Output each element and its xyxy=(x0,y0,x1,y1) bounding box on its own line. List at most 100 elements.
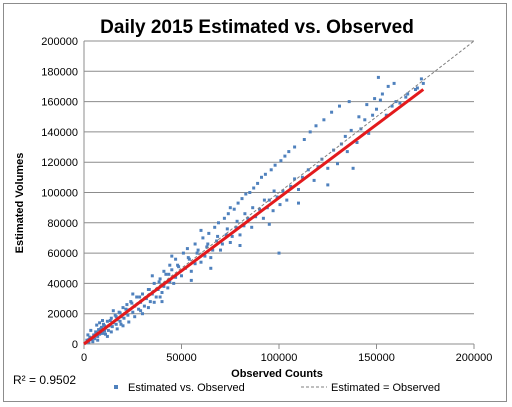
data-point-37 xyxy=(137,307,141,311)
data-point-160 xyxy=(193,242,197,246)
data-point-31 xyxy=(126,313,130,317)
data-point-19 xyxy=(110,325,114,329)
data-point-125 xyxy=(150,274,154,278)
axes xyxy=(83,41,474,345)
data-point-188 xyxy=(357,115,361,119)
data-point-205 xyxy=(206,242,210,246)
data-point-92 xyxy=(297,188,300,191)
data-point-179 xyxy=(287,150,291,154)
data-point-106 xyxy=(355,141,359,144)
data-point-64 xyxy=(199,260,203,264)
data-point-161 xyxy=(201,236,205,240)
data-point-30 xyxy=(125,303,129,307)
y-tick-label-9: 180000 xyxy=(41,66,78,78)
data-point-204 xyxy=(216,234,220,238)
data-point-195 xyxy=(406,92,410,96)
reference-lines xyxy=(83,40,475,346)
data-point-172 xyxy=(256,181,260,185)
data-point-36 xyxy=(135,295,139,299)
data-point-206 xyxy=(196,248,200,252)
data-point-100 xyxy=(336,162,339,166)
data-point-126 xyxy=(131,292,135,296)
data-point-197 xyxy=(278,203,282,207)
data-point-198 xyxy=(272,189,276,193)
y-tick-label-10: 200000 xyxy=(41,36,78,48)
data-point-25 xyxy=(118,319,122,323)
data-point-142 xyxy=(86,333,90,337)
data-point-219 xyxy=(99,327,103,331)
x-tick-label-1: 50000 xyxy=(166,352,197,364)
data-point-124 xyxy=(170,254,174,258)
data-point-79 xyxy=(250,225,254,229)
data-point-110 xyxy=(371,113,375,117)
data-point-114 xyxy=(384,113,388,117)
data-point-91 xyxy=(293,177,297,181)
data-point-16 xyxy=(106,328,110,332)
data-point-215 xyxy=(118,311,122,315)
data-point-147 xyxy=(115,327,119,331)
data-point-10 xyxy=(100,325,103,329)
data-point-89 xyxy=(285,198,289,202)
data-point-18 xyxy=(109,316,113,320)
data-point-123 xyxy=(248,191,252,194)
data-point-58 xyxy=(180,274,183,278)
data-point-187 xyxy=(347,100,351,104)
data-point-129 xyxy=(105,334,109,338)
data-point-45 xyxy=(152,281,156,285)
data-point-119 xyxy=(419,77,423,81)
data-point-218 xyxy=(103,324,106,328)
y-tick-label-6: 120000 xyxy=(41,157,78,169)
data-point-184 xyxy=(322,118,326,122)
data-point-216 xyxy=(114,315,118,319)
data-point-151 xyxy=(139,309,143,313)
y-tick-label-4: 80000 xyxy=(47,218,78,230)
data-point-210 xyxy=(157,280,161,284)
data-point-196 xyxy=(415,86,419,90)
data-point-46 xyxy=(154,295,158,299)
data-point-65 xyxy=(203,254,207,258)
data-point-95 xyxy=(312,178,316,182)
data-point-157 xyxy=(174,257,178,261)
data-point-176 xyxy=(273,163,277,167)
data-point-86 xyxy=(275,195,279,199)
data-point-72 xyxy=(224,233,228,237)
data-point-28 xyxy=(122,316,126,320)
data-point-164 xyxy=(217,221,220,225)
trend-line xyxy=(83,88,425,346)
x-axis-label: Observed Counts xyxy=(231,368,323,380)
r-squared-label: R² = 0.9502 xyxy=(13,373,76,387)
data-point-141 xyxy=(101,319,104,322)
data-point-152 xyxy=(146,306,150,310)
data-point-94 xyxy=(306,168,310,172)
data-point-149 xyxy=(127,320,131,324)
data-point-127 xyxy=(111,309,115,313)
data-point-61 xyxy=(189,269,193,273)
data-point-112 xyxy=(376,75,380,79)
data-point-53 xyxy=(168,280,172,284)
data-point-98 xyxy=(326,166,330,170)
x-tick-label-3: 150000 xyxy=(358,352,395,364)
data-point-208 xyxy=(177,265,181,269)
data-point-102 xyxy=(343,134,347,138)
data-point-90 xyxy=(289,184,293,188)
data-point-111 xyxy=(375,107,378,111)
data-point-49 xyxy=(160,291,164,294)
data-point-67 xyxy=(209,256,213,260)
y-tick-label-0: 0 xyxy=(72,339,78,351)
data-point-76 xyxy=(238,233,242,237)
data-point-136 xyxy=(267,222,271,226)
data-point-177 xyxy=(279,159,283,163)
data-point-13 xyxy=(103,329,106,333)
data-point-56 xyxy=(174,275,178,279)
x-tick-label-2: 100000 xyxy=(261,352,298,364)
data-point-11 xyxy=(101,331,104,335)
data-point-43 xyxy=(148,300,152,304)
data-point-167 xyxy=(232,207,236,211)
data-point-211 xyxy=(147,288,151,291)
data-point-88 xyxy=(281,189,285,193)
y-tick-labels: 0 20000 40000 60000 80000 100000 120000 140000 1… xyxy=(41,36,78,351)
data-point-63 xyxy=(195,251,199,255)
x-tick-label-0: 0 xyxy=(81,352,87,364)
data-point-165 xyxy=(222,216,226,220)
data-point-213 xyxy=(130,301,134,305)
